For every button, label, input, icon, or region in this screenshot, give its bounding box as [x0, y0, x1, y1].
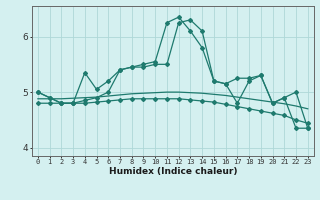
X-axis label: Humidex (Indice chaleur): Humidex (Indice chaleur)	[108, 167, 237, 176]
